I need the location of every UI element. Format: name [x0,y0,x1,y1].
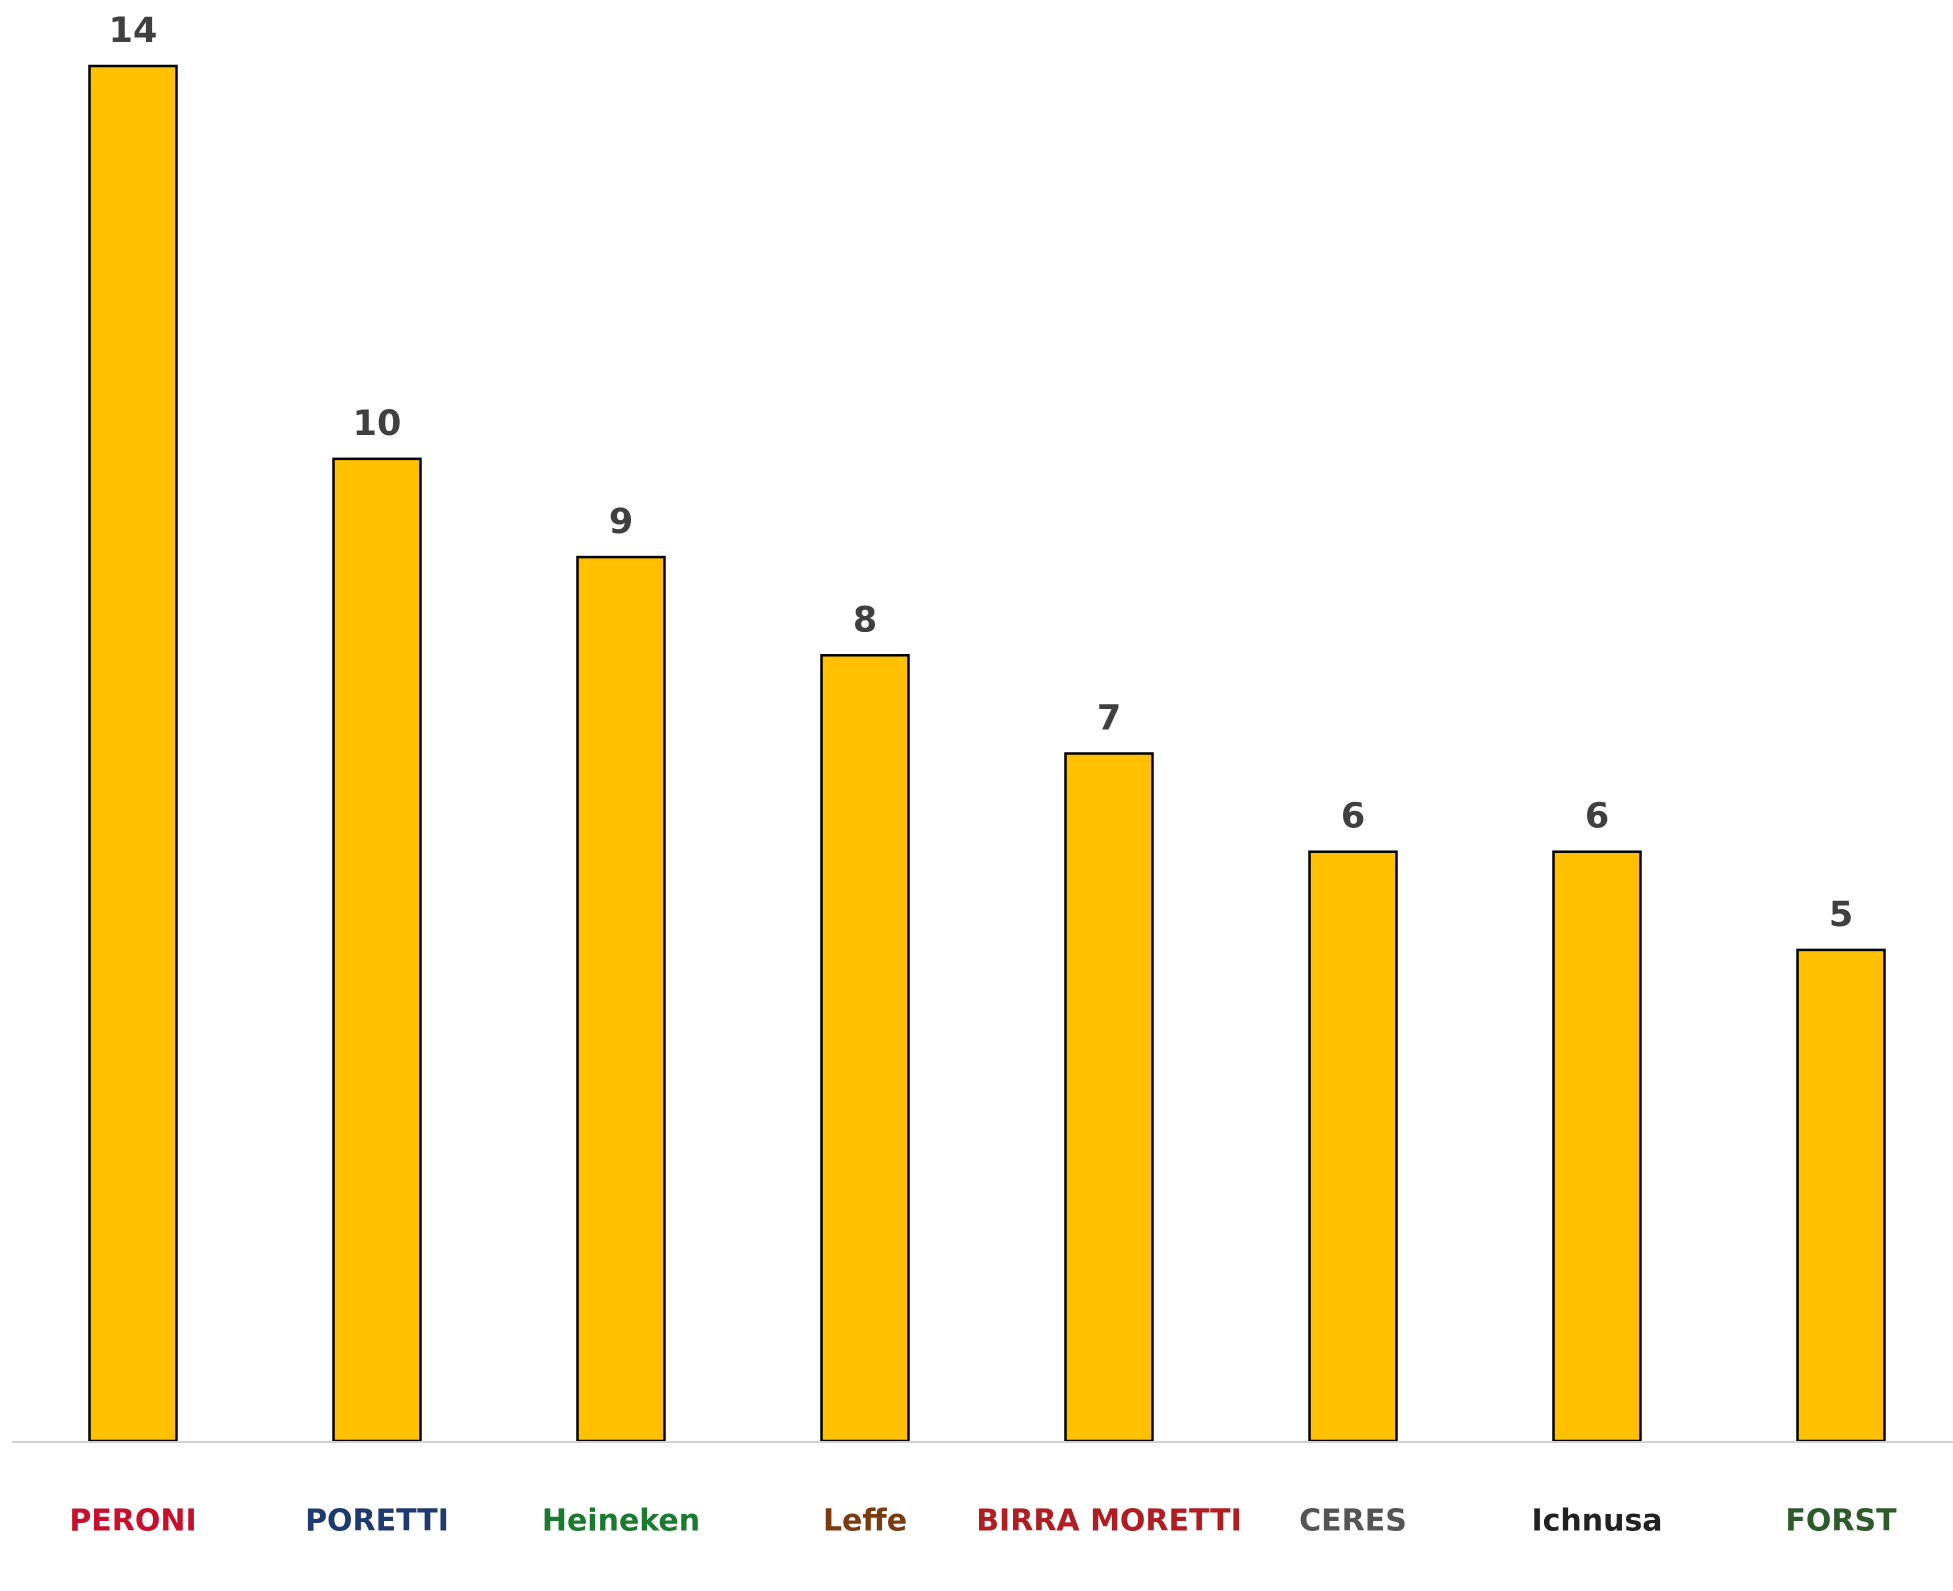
bar [332,457,422,1443]
bar [1064,752,1154,1443]
x-tick-label: PORETTI [305,1504,449,1539]
value-label: 7 [1097,699,1121,739]
x-tick-label: FORST [1785,1504,1897,1539]
x-tick-label: Ichnusa [1531,1504,1662,1539]
value-label: 6 [1585,797,1609,837]
value-label: 5 [1829,895,1853,935]
value-label: 6 [1341,797,1365,837]
x-tick-label: PERONI [69,1504,196,1539]
value-label: 8 [853,600,877,640]
bar [88,64,178,1443]
x-tick-label: BIRRA MORETTI [976,1504,1242,1539]
x-tick-label: Leffe [823,1504,907,1539]
bar [1552,850,1642,1443]
bar [576,555,666,1443]
value-label: 14 [109,11,158,51]
bar [820,654,910,1443]
x-tick-label: CERES [1299,1504,1407,1539]
bar [1308,850,1398,1443]
value-label: 9 [609,502,633,542]
x-tick-label: Heineken [542,1504,700,1539]
bar [1796,948,1886,1443]
value-label: 10 [353,404,402,444]
